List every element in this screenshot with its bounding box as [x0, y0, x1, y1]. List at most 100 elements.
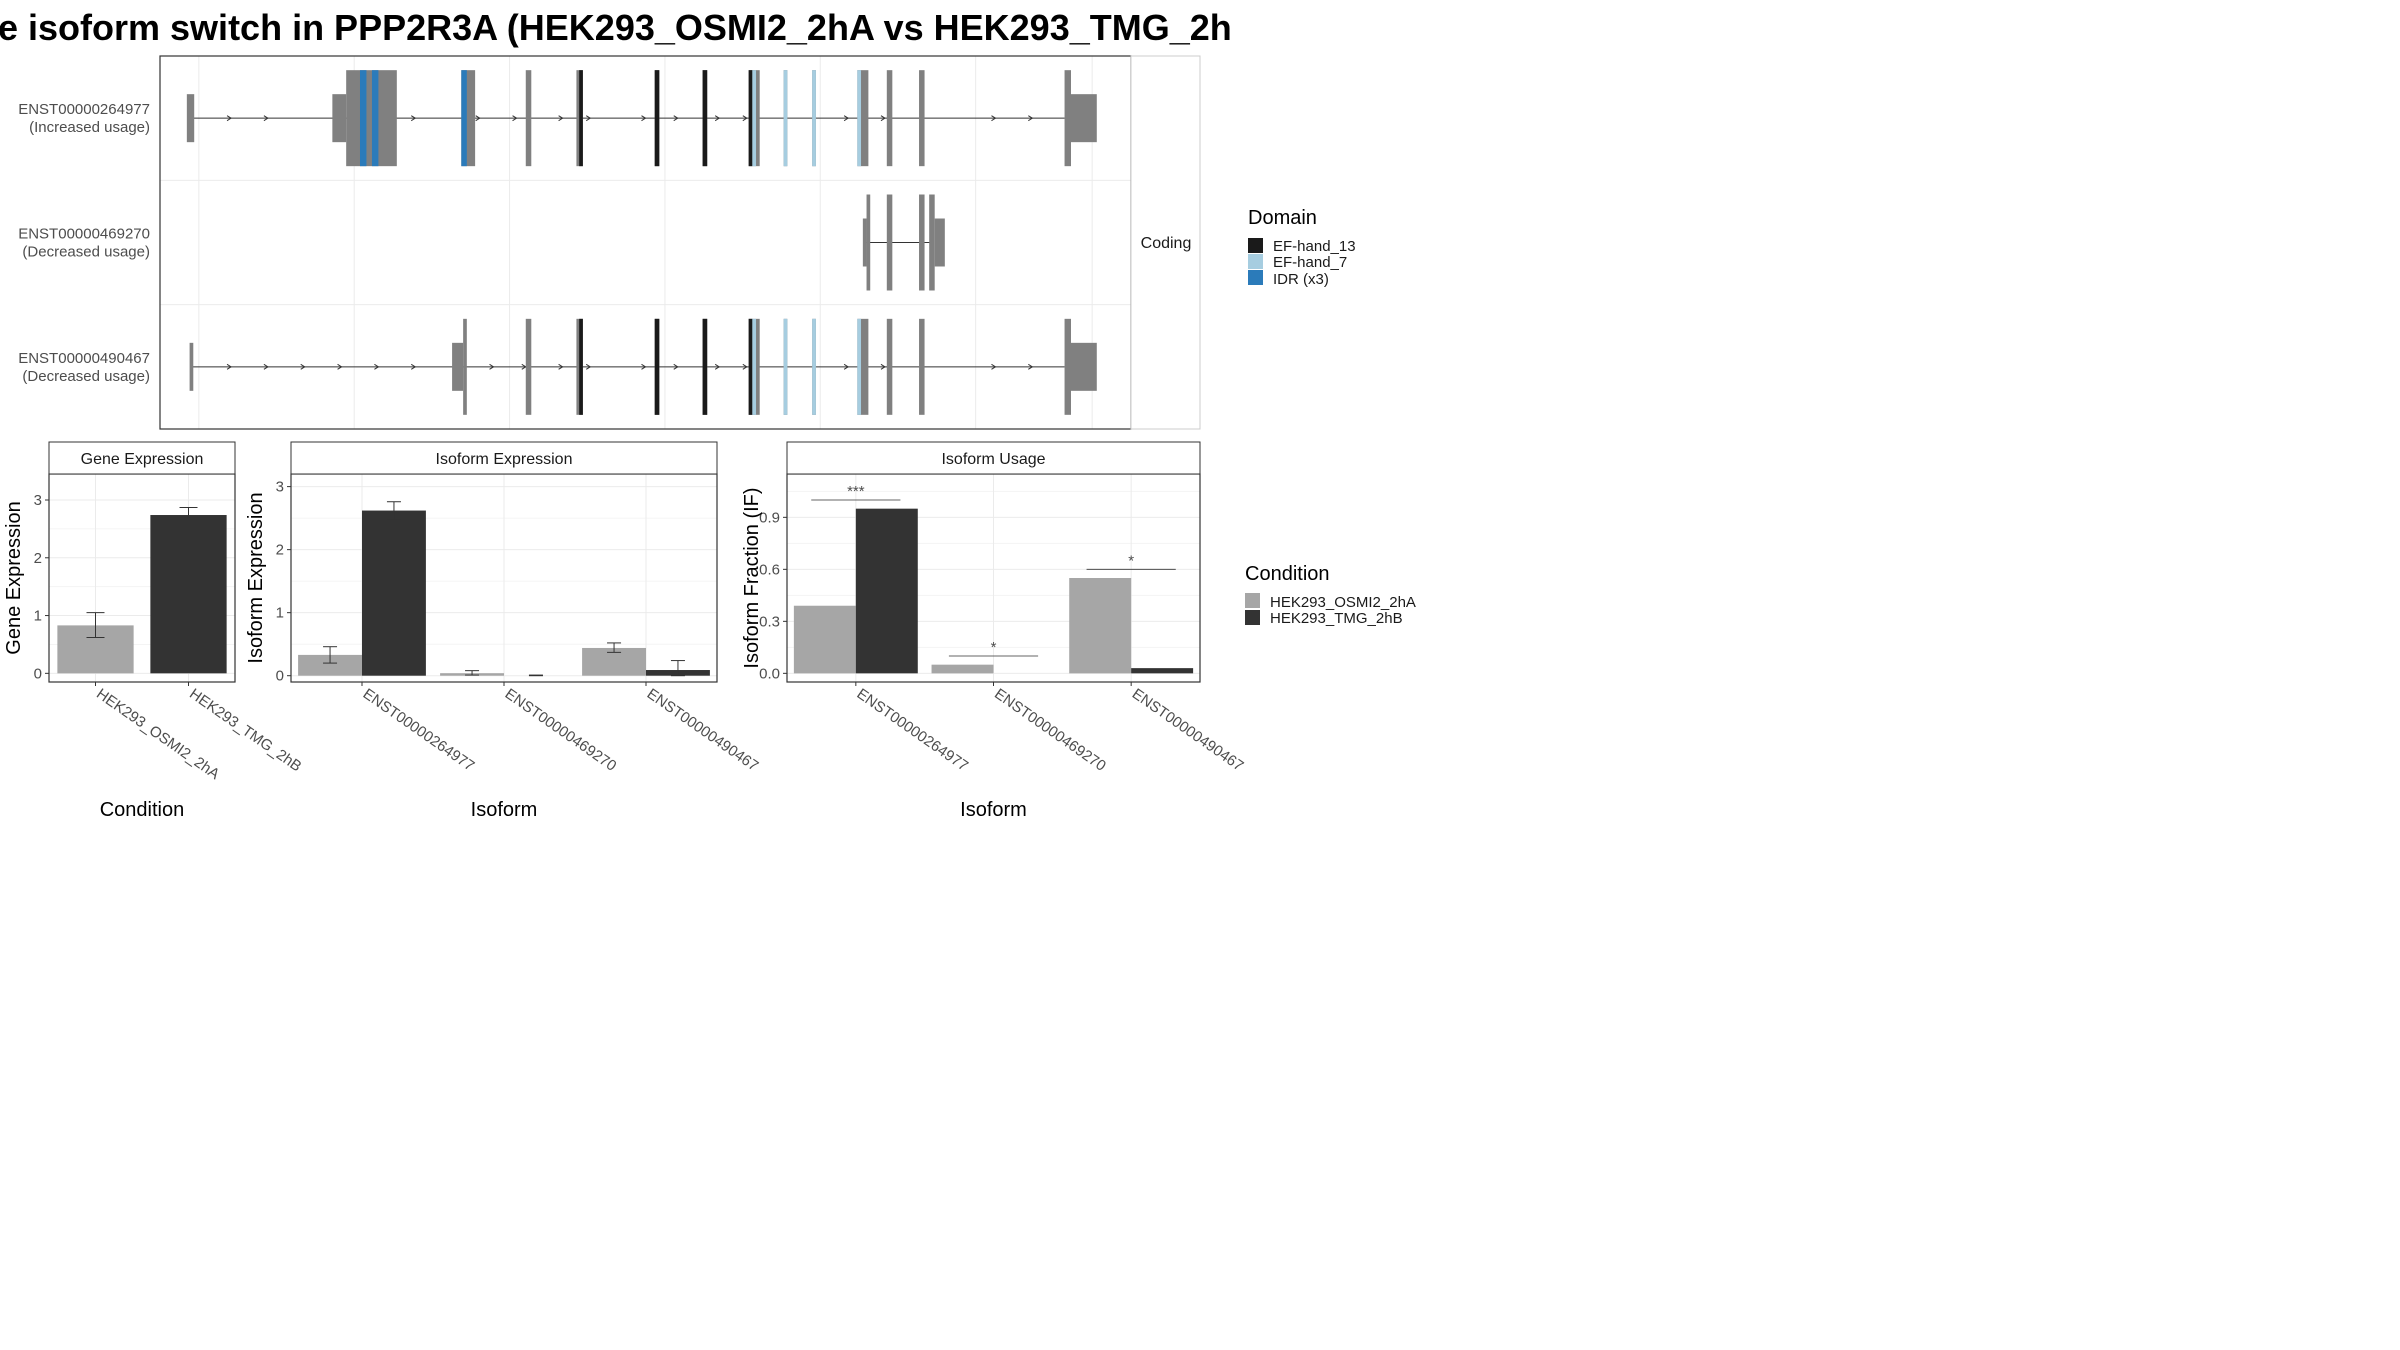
isoform-usage-panel: 0.00.30.60.9*****Isoform UsageENST000002…	[741, 441, 1247, 821]
direction-arrow	[843, 363, 850, 370]
direction-arrow	[263, 115, 269, 122]
exon	[346, 70, 397, 167]
exon	[886, 318, 893, 415]
domain-block	[857, 70, 862, 167]
direction-arrow	[991, 115, 997, 122]
y-tick-label: 0.9	[759, 509, 780, 526]
facet-strip	[786, 441, 1201, 475]
direction-arrow	[991, 363, 997, 370]
isoform-track	[189, 318, 1097, 415]
bar	[931, 664, 994, 674]
direction-arrow	[489, 363, 495, 370]
domain-legend-title: Domain	[1248, 207, 1317, 229]
exon	[857, 318, 869, 415]
y-tick-label: 1	[276, 605, 284, 622]
x-tick-label: ENST00000490467	[644, 685, 762, 775]
direction-arrow	[673, 363, 679, 370]
direction-arrow	[880, 115, 886, 122]
significance-label: *	[991, 639, 997, 656]
exon	[919, 194, 925, 291]
legend-label-condition-b: HEK293_TMG_2hB	[1270, 610, 1403, 627]
domain-block	[654, 70, 660, 167]
bar	[1069, 578, 1132, 674]
direction-arrow	[843, 115, 850, 122]
domain-block	[857, 318, 862, 415]
bar	[298, 654, 362, 676]
bar	[855, 508, 918, 674]
direction-arrow	[558, 115, 564, 122]
isoform-label-usage: (Increased usage)	[29, 119, 150, 136]
condition-legend-title: Condition	[1245, 563, 1330, 585]
facet-strip-title: Gene Expression	[81, 451, 204, 468]
direction-arrow	[714, 115, 721, 122]
y-tick-label: 2	[34, 550, 42, 567]
condition-legend: Condition HEK293_OSMI2_2hA HEK293_TMG_2h…	[1245, 563, 1416, 627]
x-axis-title: Isoform	[960, 799, 1027, 821]
y-axis-title: Isoform Fraction (IF)	[741, 487, 763, 668]
y-tick-label: 1	[34, 608, 42, 625]
direction-arrow	[410, 115, 417, 122]
y-axis-title: Gene Expression	[3, 501, 25, 654]
legend-key-ef-hand-7	[1248, 254, 1263, 269]
direction-arrow	[226, 363, 232, 370]
exon	[1064, 318, 1072, 415]
exon	[189, 342, 194, 391]
x-tick-label: ENST00000490467	[1129, 685, 1247, 775]
domain-block	[579, 70, 583, 167]
legend-key-ef-hand-13	[1248, 238, 1263, 253]
direction-arrow	[673, 115, 679, 122]
y-tick-label: 3	[34, 492, 42, 509]
direction-arrow	[558, 363, 564, 370]
domain-block	[812, 70, 816, 167]
isoform-track	[862, 194, 945, 291]
x-axis-title: Condition	[100, 799, 185, 821]
transcript-structure-panel: Coding ENST00000264977(Increased usage)E…	[18, 55, 1201, 430]
direction-arrow	[1028, 363, 1034, 370]
exon	[862, 218, 867, 267]
significance-label: ***	[847, 483, 865, 500]
exon	[919, 70, 925, 167]
facet-strip	[290, 441, 718, 475]
isoform-label-id: ENST00000264977	[18, 101, 150, 118]
isoform-label-id: ENST00000469270	[18, 226, 150, 243]
isoform-expression-panel: 0 1 2 3 Isoform Expression ENST00000264977 ENS…	[245, 441, 762, 821]
isoform-switch-figure: e isoform switch in PPP2R3A (HEK293_OSMI…	[0, 7, 1416, 821]
domain-block	[359, 70, 367, 167]
isoform-track	[186, 70, 1097, 167]
direction-arrow	[585, 115, 592, 122]
figure-title: e isoform switch in PPP2R3A (HEK293_OSMI…	[0, 7, 1232, 48]
direction-arrow	[374, 363, 380, 370]
bar	[1131, 668, 1194, 674]
legend-label-condition-a: HEK293_OSMI2_2hA	[1270, 594, 1416, 611]
domain-block	[461, 70, 467, 167]
y-axis-title: Isoform Expression	[245, 492, 267, 663]
legend-label-ef-hand-13: EF-hand_13	[1273, 238, 1356, 255]
direction-arrow	[337, 363, 343, 370]
exon	[463, 318, 467, 415]
exon	[332, 94, 347, 143]
x-tick-label: ENST00000469270	[502, 685, 620, 775]
x-axis-title: Isoform	[471, 799, 538, 821]
x-tick-label: ENST00000264977	[360, 685, 478, 775]
direction-arrow	[300, 363, 306, 370]
x-tick-label: ENST00000469270	[991, 685, 1109, 775]
y-tick-label: 0	[276, 668, 284, 685]
domain-block	[752, 70, 757, 167]
exon	[866, 194, 871, 291]
legend-key-condition-b	[1245, 610, 1260, 625]
direction-arrow	[226, 115, 232, 122]
direction-arrow	[512, 115, 518, 122]
domain-block	[371, 70, 379, 167]
direction-arrow	[714, 363, 721, 370]
exon	[525, 318, 532, 415]
x-tick-label: ENST00000264977	[854, 685, 972, 775]
facet-strip-title: Isoform Usage	[941, 451, 1045, 468]
legend-key-idr	[1248, 270, 1263, 285]
exon	[886, 194, 893, 291]
y-tick-label: 0.0	[759, 665, 780, 682]
direction-arrow	[475, 115, 481, 122]
exon	[452, 342, 464, 391]
direction-arrow	[742, 115, 748, 122]
facet-strip-title: Isoform Expression	[436, 451, 573, 468]
